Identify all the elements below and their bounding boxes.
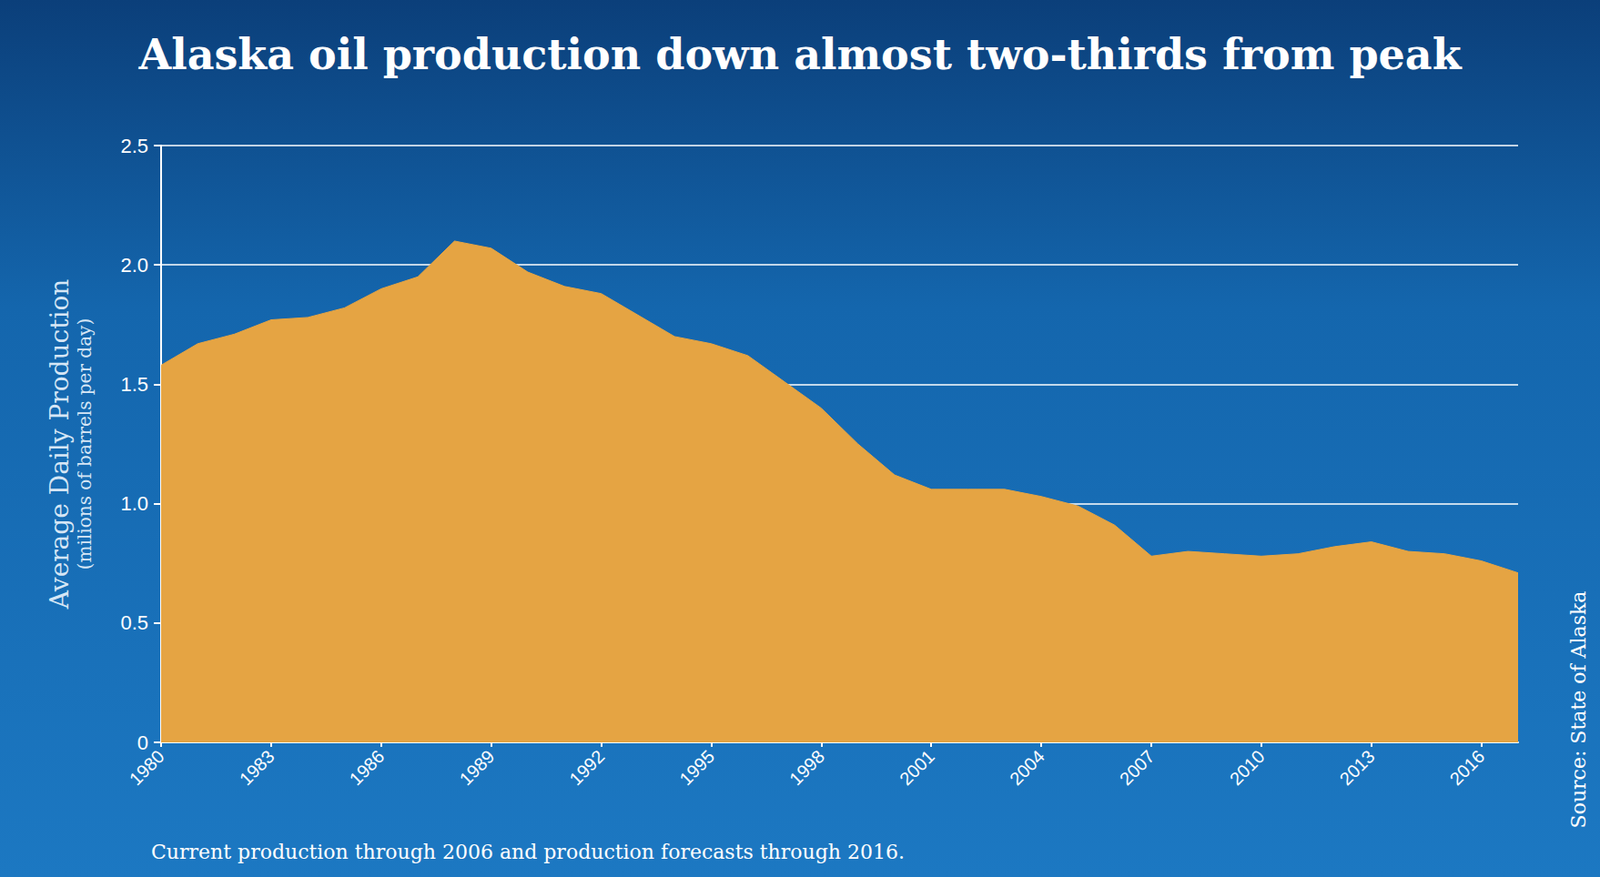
svg-text:Current production through 200: Current production through 2006 and prod… xyxy=(151,840,905,864)
svg-text:Source: State of Alaska: Source: State of Alaska xyxy=(1567,591,1590,830)
svg-text:1995: 1995 xyxy=(675,746,719,790)
svg-text:2010: 2010 xyxy=(1225,746,1269,790)
svg-text:2016: 2016 xyxy=(1445,746,1489,790)
svg-text:1980: 1980 xyxy=(125,746,169,790)
svg-text:2.5: 2.5 xyxy=(120,134,149,158)
svg-text:1.0: 1.0 xyxy=(120,492,149,516)
svg-text:1989: 1989 xyxy=(455,746,498,790)
svg-text:0: 0 xyxy=(137,731,149,755)
svg-text:1.5: 1.5 xyxy=(120,373,149,396)
svg-text:1998: 1998 xyxy=(785,746,829,790)
svg-text:(milions of barrels per day): (milions of barrels per day) xyxy=(73,318,96,570)
svg-text:2004: 2004 xyxy=(1005,746,1049,790)
svg-text:0.5: 0.5 xyxy=(120,611,149,635)
svg-text:Average Daily Production: Average Daily Production xyxy=(44,279,75,611)
svg-text:1983: 1983 xyxy=(235,746,279,790)
svg-text:2007: 2007 xyxy=(1115,746,1159,790)
svg-text:1986: 1986 xyxy=(345,746,389,790)
svg-text:2013: 2013 xyxy=(1336,746,1379,790)
svg-text:2.0: 2.0 xyxy=(120,253,149,277)
svg-text:1992: 1992 xyxy=(565,746,608,790)
svg-text:Alaska oil production down alm: Alaska oil production down almost two-th… xyxy=(137,30,1462,80)
svg-text:2001: 2001 xyxy=(895,746,939,790)
